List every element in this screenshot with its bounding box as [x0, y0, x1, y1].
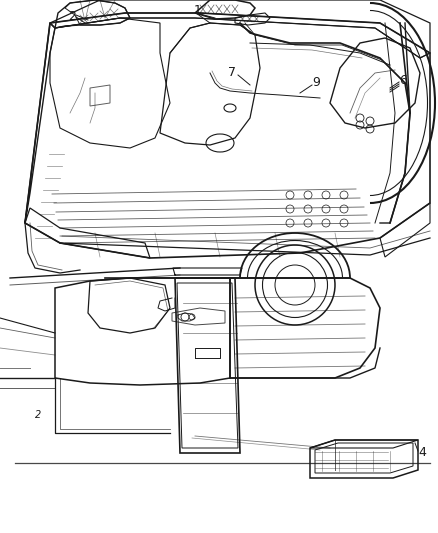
Text: 6: 6: [399, 74, 407, 86]
Text: 1: 1: [194, 4, 202, 17]
Text: 2: 2: [35, 410, 41, 420]
Text: 4: 4: [418, 447, 426, 459]
Text: 9: 9: [312, 77, 320, 90]
Text: 2: 2: [68, 11, 76, 23]
Text: 7: 7: [228, 67, 236, 79]
